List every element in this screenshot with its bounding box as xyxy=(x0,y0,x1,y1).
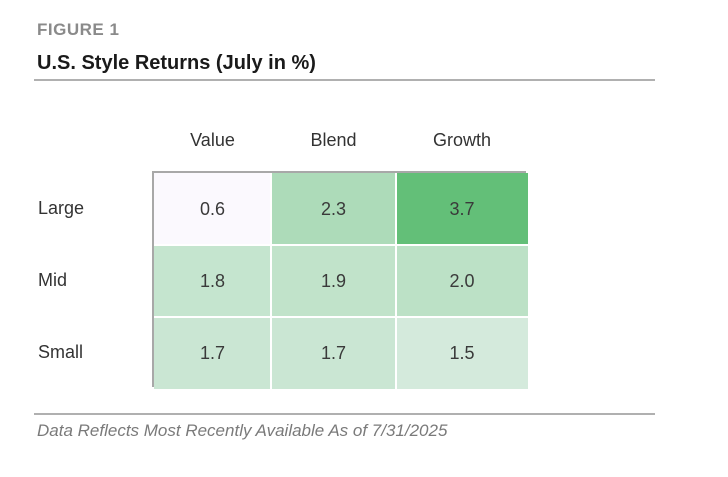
heatmap-cell-mid-value: 1.8 xyxy=(154,245,271,317)
row-header-mid: Mid xyxy=(38,270,68,290)
gridline-horizontal xyxy=(154,316,528,318)
gridline-horizontal xyxy=(154,244,528,246)
heatmap-cell-mid-blend: 1.9 xyxy=(271,245,396,317)
heatmap-cell-label: 1.7 xyxy=(199,342,226,363)
heatmap-cell-large-growth: 3.7 xyxy=(396,173,528,245)
title-divider xyxy=(34,79,655,81)
heatmap-cell-small-growth: 1.5 xyxy=(396,317,528,389)
heatmap-cell-label: 1.8 xyxy=(199,270,226,291)
heatmap-cell-mid-growth: 2.0 xyxy=(396,245,528,317)
heatmap-cell-label: 3.7 xyxy=(449,198,475,219)
heatmap-cell-label: 2.3 xyxy=(320,198,347,219)
gridline-vertical xyxy=(395,173,397,389)
heatmap-cell-label: 1.9 xyxy=(320,270,347,291)
footnote: Data Reflects Most Recently Available As… xyxy=(37,421,448,440)
heatmap-cell-large-blend: 2.3 xyxy=(271,173,396,245)
figure-label: FIGURE 1 xyxy=(37,20,120,39)
column-header-blend: Blend xyxy=(310,130,357,150)
heatmap-cell-label: 2.0 xyxy=(449,270,475,291)
heatmap-cell-large-value: 0.6 xyxy=(154,173,271,245)
heatmap-cell-label: 0.6 xyxy=(199,198,226,219)
heatmap-cell-small-blend: 1.7 xyxy=(271,317,396,389)
heatmap-cell-label: 1.7 xyxy=(320,342,347,363)
heatmap-cell-small-value: 1.7 xyxy=(154,317,271,389)
chart-title: U.S. Style Returns (July in %) xyxy=(37,52,316,74)
column-header-value: Value xyxy=(190,130,235,150)
row-header-small: Small xyxy=(38,342,84,362)
gridline-vertical xyxy=(270,173,272,389)
footnote-divider xyxy=(34,413,655,415)
column-header-growth: Growth xyxy=(432,130,492,150)
heatmap-cell-label: 1.5 xyxy=(449,342,475,363)
row-header-large: Large xyxy=(38,198,85,218)
